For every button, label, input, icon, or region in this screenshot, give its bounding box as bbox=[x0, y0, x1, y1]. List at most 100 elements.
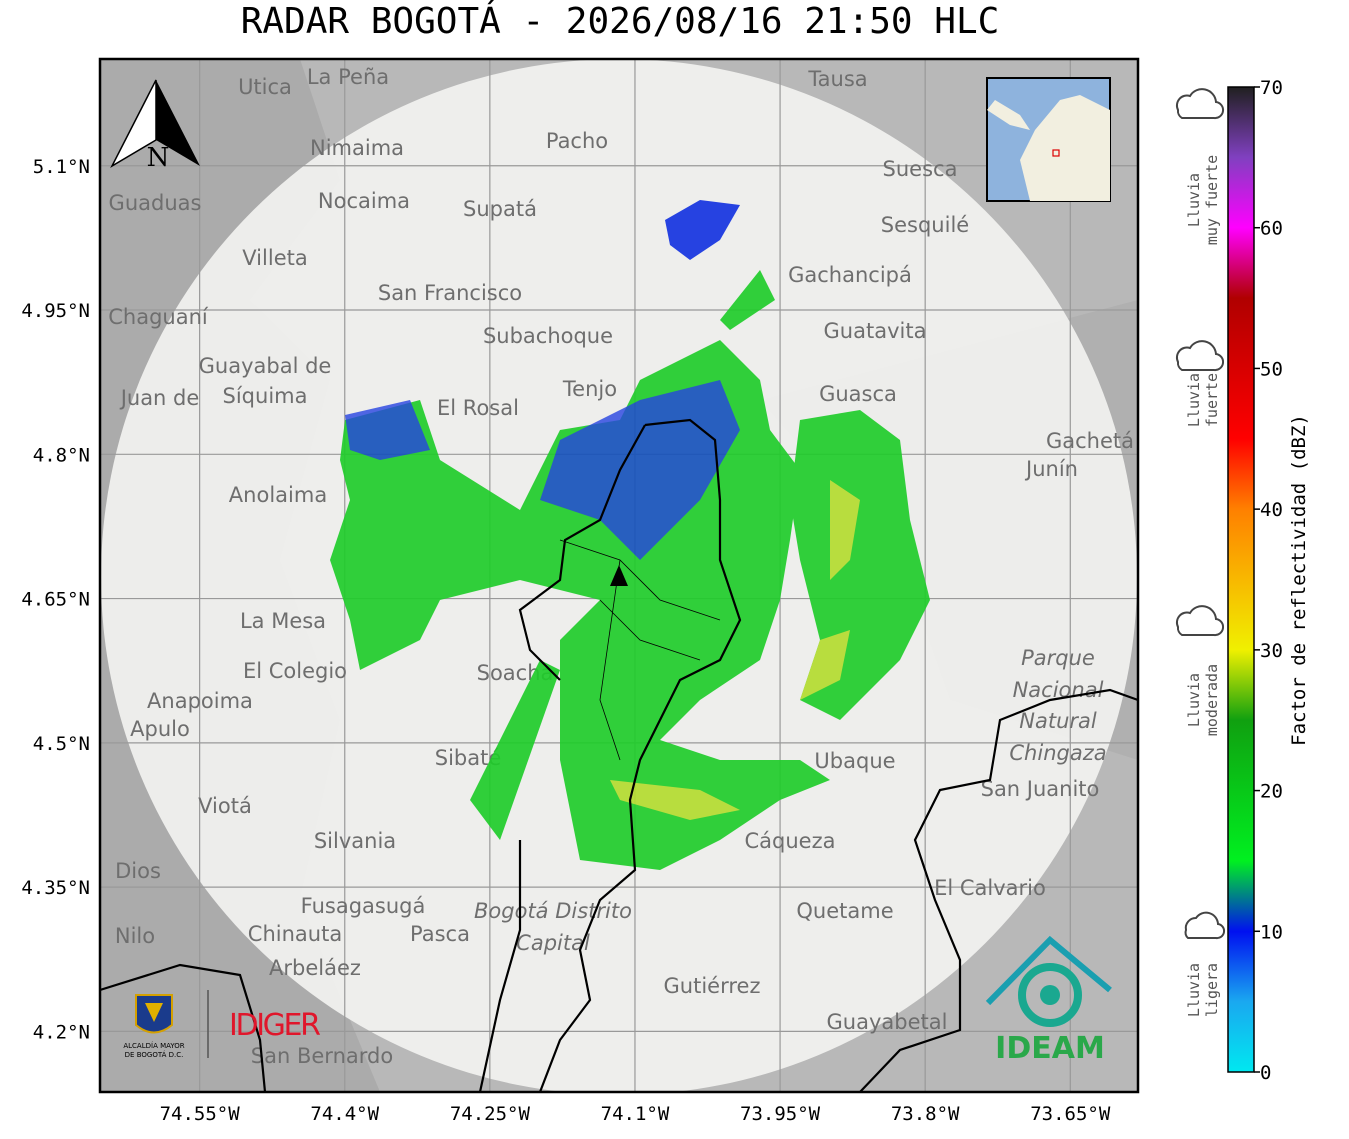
place-label: Chaguaní bbox=[108, 305, 209, 329]
echo bbox=[540, 380, 740, 560]
rain-label: fuerte bbox=[1203, 373, 1221, 427]
place-label: Pacho bbox=[546, 129, 608, 153]
x-tick-label: 73.8°W bbox=[891, 1103, 960, 1125]
place-label: Anapoima bbox=[147, 689, 253, 713]
rain-label: Lluvia bbox=[1185, 373, 1203, 427]
place-label: Suesca bbox=[883, 157, 958, 181]
place-label: Síquima bbox=[223, 384, 308, 408]
colorbar-tick-label: 10 bbox=[1260, 921, 1283, 943]
colorbar-label: Factor de reflectividad (dBZ) bbox=[1288, 414, 1310, 746]
place-label: Guayabetal bbox=[827, 1010, 948, 1034]
x-tick-label: 73.65°W bbox=[1030, 1103, 1111, 1125]
place-label: Nimaima bbox=[310, 136, 404, 160]
place-label: Nocaima bbox=[318, 189, 410, 213]
north-arrow: N bbox=[110, 79, 200, 173]
colorbar-tick-label: 70 bbox=[1260, 77, 1283, 99]
place-label: Tenjo bbox=[562, 377, 617, 401]
place-label: Chinauta bbox=[248, 922, 342, 946]
y-tick-label: 4.65°N bbox=[21, 589, 90, 611]
rain-label: Lluvia bbox=[1185, 673, 1203, 727]
place-label: Capital bbox=[516, 931, 590, 955]
y-tick-label: 5.1°N bbox=[33, 156, 90, 178]
place-label: La Mesa bbox=[240, 609, 326, 633]
place-label: Gutiérrez bbox=[664, 974, 761, 998]
x-tick-label: 73.95°W bbox=[740, 1103, 821, 1125]
x-tick-label: 74.4°W bbox=[310, 1103, 379, 1125]
rain-label: ligera bbox=[1203, 963, 1221, 1017]
colorbar-tick-label: 50 bbox=[1260, 358, 1283, 380]
rain-label: Lluvia bbox=[1185, 963, 1203, 1017]
place-label: Nilo bbox=[115, 924, 155, 948]
y-tick-label: 4.95°N bbox=[21, 300, 90, 322]
place-label: Parque bbox=[1021, 646, 1095, 670]
place-label: El Calvario bbox=[934, 876, 1046, 900]
map-frame bbox=[98, 57, 1140, 1094]
colorbar: Factor de reflectividad (dBZ) 0 10 20 30 40 5… bbox=[1175, 77, 1310, 1084]
colorbar-tick-label: 60 bbox=[1260, 218, 1283, 240]
echo bbox=[470, 660, 560, 840]
title: RADAR BOGOTÁ - 2026/08/16 21:50 HLC bbox=[241, 0, 1000, 42]
place-label: Utica bbox=[238, 75, 292, 99]
grid bbox=[100, 59, 1138, 1092]
colorbar-tick-label: 40 bbox=[1260, 499, 1283, 521]
place-label: Ubaque bbox=[814, 749, 895, 773]
rain-label: moderada bbox=[1203, 664, 1221, 736]
place-label: El Rosal bbox=[437, 396, 519, 420]
rain-label: Lluvia bbox=[1185, 173, 1203, 227]
place-label: Guaduas bbox=[109, 191, 202, 215]
place-label: Junín bbox=[1024, 457, 1078, 481]
place-label: Villeta bbox=[242, 246, 307, 270]
place-label: Quetame bbox=[796, 899, 893, 923]
place-label: Silvania bbox=[314, 829, 396, 853]
place-label: Pasca bbox=[410, 922, 470, 946]
place-label: La Peña bbox=[307, 65, 389, 89]
rain-label: muy fuerte bbox=[1203, 155, 1221, 245]
y-tick-label: 4.35°N bbox=[21, 877, 90, 899]
logo-text: IDIGER bbox=[229, 1008, 321, 1043]
echo bbox=[345, 400, 430, 460]
place-label: Arbeláez bbox=[269, 956, 361, 980]
place-label: Sesquilé bbox=[881, 213, 969, 237]
localities bbox=[559, 539, 721, 761]
logos: ALCALDÍA MAYOR DE BOGOTÁ D.C. IDIGER IDE… bbox=[123, 935, 1112, 1066]
place-label: Viotá bbox=[198, 794, 252, 818]
x-tick-label: 74.25°W bbox=[450, 1103, 531, 1125]
logo-text: IDEAM bbox=[995, 1031, 1105, 1066]
place-label: Fusagasugá bbox=[301, 894, 426, 918]
place-label: Subachoque bbox=[483, 324, 613, 348]
rain-icons bbox=[1175, 88, 1226, 940]
place-label: Natural bbox=[1019, 709, 1097, 733]
place-label: Apulo bbox=[130, 717, 190, 741]
colorbar-tick-label: 0 bbox=[1260, 1062, 1271, 1084]
y-tick-label: 4.8°N bbox=[33, 444, 90, 466]
colorbar-tick-label: 30 bbox=[1260, 640, 1283, 662]
place-label: Juan de bbox=[119, 386, 200, 410]
place-label: Supatá bbox=[463, 197, 537, 221]
boundaries bbox=[100, 418, 1138, 1092]
echo bbox=[665, 200, 740, 260]
place-label: El Colegio bbox=[243, 659, 347, 683]
place-label: Guatavita bbox=[824, 319, 927, 343]
axes: 74.55°W 74.4°W 74.25°W 74.1°W 73.95°W 73.8°W 7… bbox=[21, 156, 1111, 1125]
logo-text: DE BOGOTÁ D.C. bbox=[125, 1050, 184, 1059]
place-label: Gachancipá bbox=[788, 263, 912, 287]
colorbar-tick-label: 20 bbox=[1260, 781, 1283, 803]
place-label: San Francisco bbox=[378, 281, 522, 305]
place-label: Gachetá bbox=[1046, 429, 1134, 453]
echo bbox=[720, 270, 775, 330]
logo-text: ALCALDÍA MAYOR bbox=[123, 1041, 184, 1050]
radar-echoes bbox=[330, 200, 930, 870]
place-label: San Bernardo bbox=[251, 1044, 393, 1068]
place-label: Dios bbox=[115, 859, 161, 883]
places: La Peña Utica Tausa Pacho Nimaima Suesca Guadu… bbox=[108, 65, 1134, 1068]
y-tick-label: 4.2°N bbox=[33, 1021, 90, 1043]
place-label: Guasca bbox=[819, 382, 897, 406]
x-tick-label: 74.1°W bbox=[601, 1103, 670, 1125]
radar-site bbox=[610, 565, 628, 586]
north-label: N bbox=[147, 143, 170, 173]
place-label: Anolaima bbox=[229, 483, 327, 507]
place-label: Guayabal de bbox=[199, 354, 332, 378]
x-tick-label: 74.55°W bbox=[160, 1103, 241, 1125]
place-label: Cáqueza bbox=[745, 829, 836, 853]
